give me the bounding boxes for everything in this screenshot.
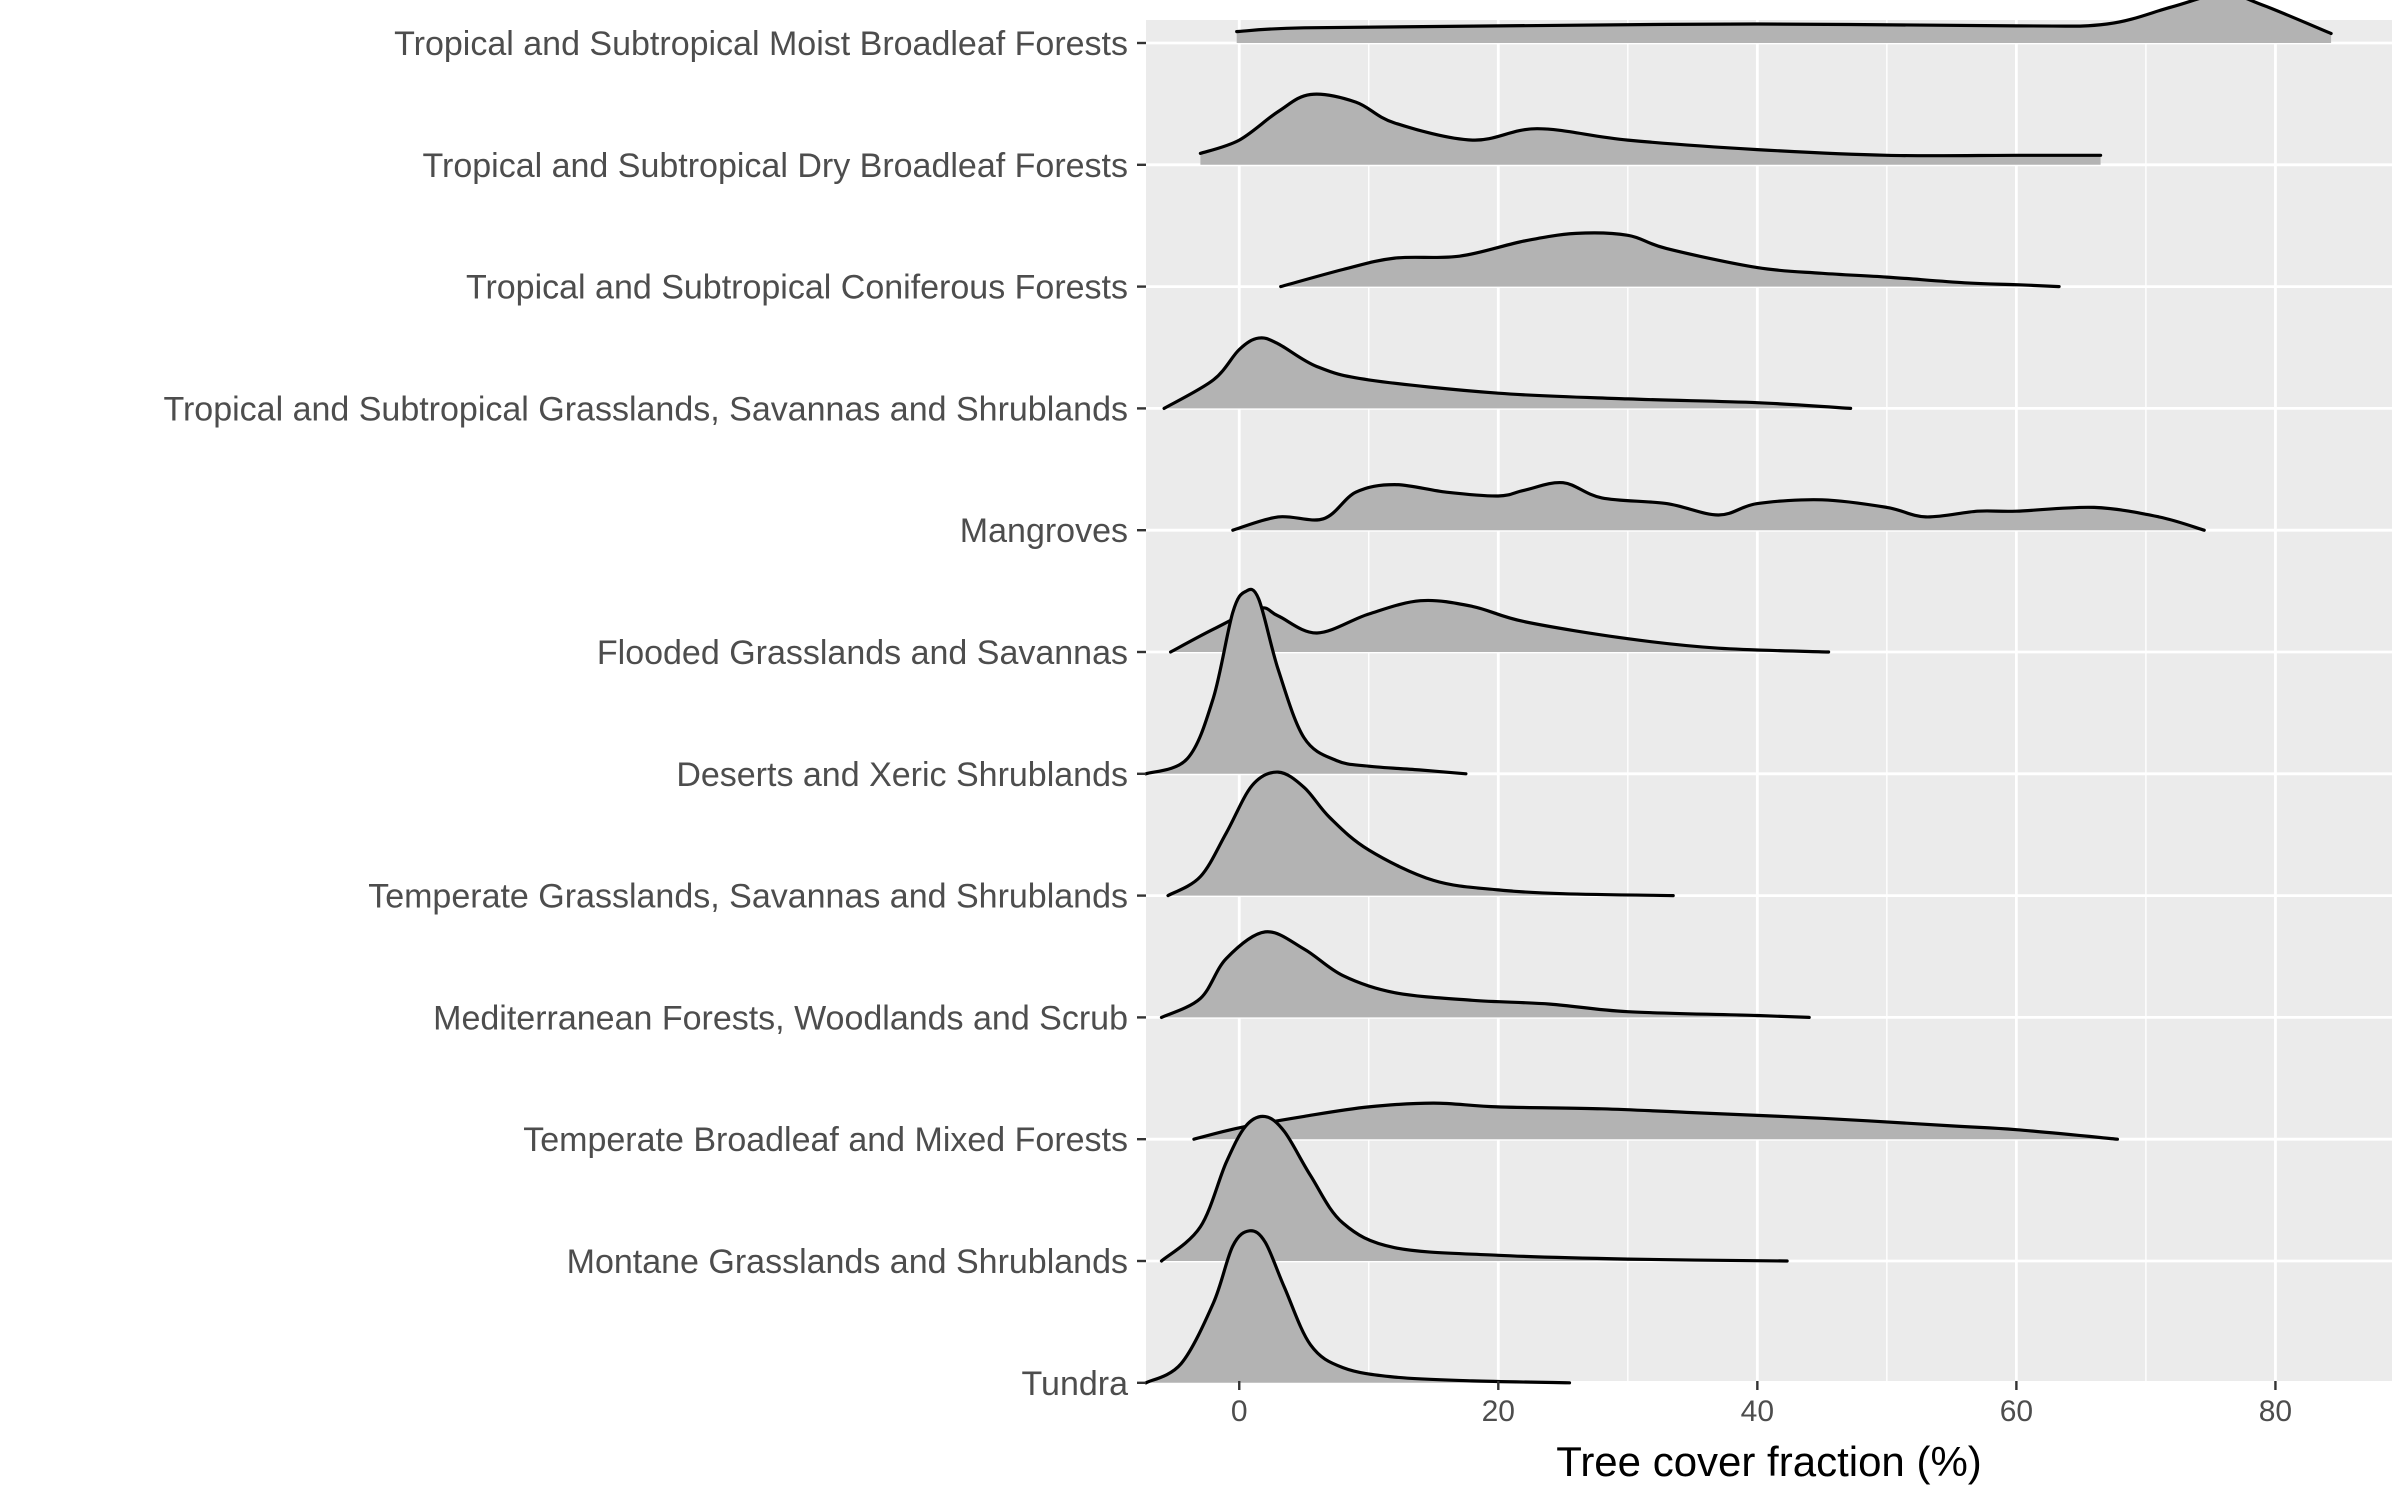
y-tick-label: Tundra xyxy=(1022,1365,1129,1403)
ridge-fill xyxy=(1200,94,2101,165)
y-tick-label: Mangroves xyxy=(960,512,1128,550)
y-tick-label: Deserts and Xeric Shrublands xyxy=(676,756,1128,794)
ridge-1 xyxy=(1235,0,2333,43)
ridge-fill xyxy=(1232,482,2205,531)
ridge-fill xyxy=(1168,772,1674,896)
ridge-fill xyxy=(1193,1103,2118,1140)
y-tick-label: Temperate Broadleaf and Mixed Forests xyxy=(523,1121,1128,1159)
y-tick-label: Tropical and Subtropical Coniferous Fore… xyxy=(466,269,1128,307)
x-axis-title: Tree cover fraction (%) xyxy=(1556,1438,1982,1485)
ridge-line xyxy=(1162,336,1853,410)
ridge-fill xyxy=(1236,0,2332,43)
y-axis: Tropical and Subtropical Moist Broadleaf… xyxy=(163,25,1146,1403)
ridge-line xyxy=(1166,770,1675,898)
x-tick-label: 80 xyxy=(2259,1395,2292,1428)
ridge-3 xyxy=(1279,231,2061,289)
ridge-line xyxy=(1279,231,2061,289)
ridge-fill xyxy=(1146,1230,1570,1383)
ridge-line xyxy=(1144,1229,1572,1385)
ridge-line xyxy=(1159,930,1811,1019)
ridge-8 xyxy=(1166,770,1675,898)
y-tick-label: Tropical and Subtropical Moist Broadleaf… xyxy=(394,25,1128,63)
ridge-line xyxy=(1231,480,2206,532)
ridge-line xyxy=(1235,0,2333,36)
ridge-5 xyxy=(1231,480,2206,532)
x-tick-label: 0 xyxy=(1231,1395,1248,1428)
ridge-4 xyxy=(1162,336,1853,410)
ridge-11 xyxy=(1159,1114,1789,1263)
y-tick-label: Tropical and Subtropical Dry Broadleaf F… xyxy=(423,147,1129,185)
ridge-fill xyxy=(1280,232,2060,287)
y-tick-label: Tropical and Subtropical Grasslands, Sav… xyxy=(163,390,1128,428)
x-axis: 0 20 40 60 80 xyxy=(1231,1381,2292,1428)
ridge-10 xyxy=(1192,1101,2119,1141)
ridge-2 xyxy=(1198,92,2103,165)
ridge-9 xyxy=(1159,930,1811,1019)
y-tick-label: Flooded Grasslands and Savannas xyxy=(597,634,1128,672)
x-tick-label: 60 xyxy=(2000,1395,2033,1428)
ridge-12 xyxy=(1144,1229,1572,1385)
ridge-line xyxy=(1192,1101,2119,1141)
ridge-fill xyxy=(1164,337,1851,409)
ridge-line xyxy=(1198,92,2103,158)
ridge-7 xyxy=(1144,587,1468,776)
x-tick-label: 20 xyxy=(1482,1395,1515,1428)
y-tick-label: Montane Grasslands and Shrublands xyxy=(567,1243,1128,1281)
ridge-line xyxy=(1159,1114,1789,1263)
y-tick-label: Temperate Grasslands, Savannas and Shrub… xyxy=(368,878,1128,916)
y-tick-label: Mediterranean Forests, Woodlands and Scr… xyxy=(433,999,1128,1037)
ridge-fill xyxy=(1161,1116,1788,1261)
ridge-fill xyxy=(1170,600,1829,652)
x-tick-label: 40 xyxy=(1741,1395,1774,1428)
density-ridges xyxy=(1144,0,2333,1385)
ridge-fill xyxy=(1146,589,1466,774)
plot-panel xyxy=(1146,20,2392,1381)
ridge-fill xyxy=(1161,931,1810,1018)
ridge-line xyxy=(1144,587,1468,776)
